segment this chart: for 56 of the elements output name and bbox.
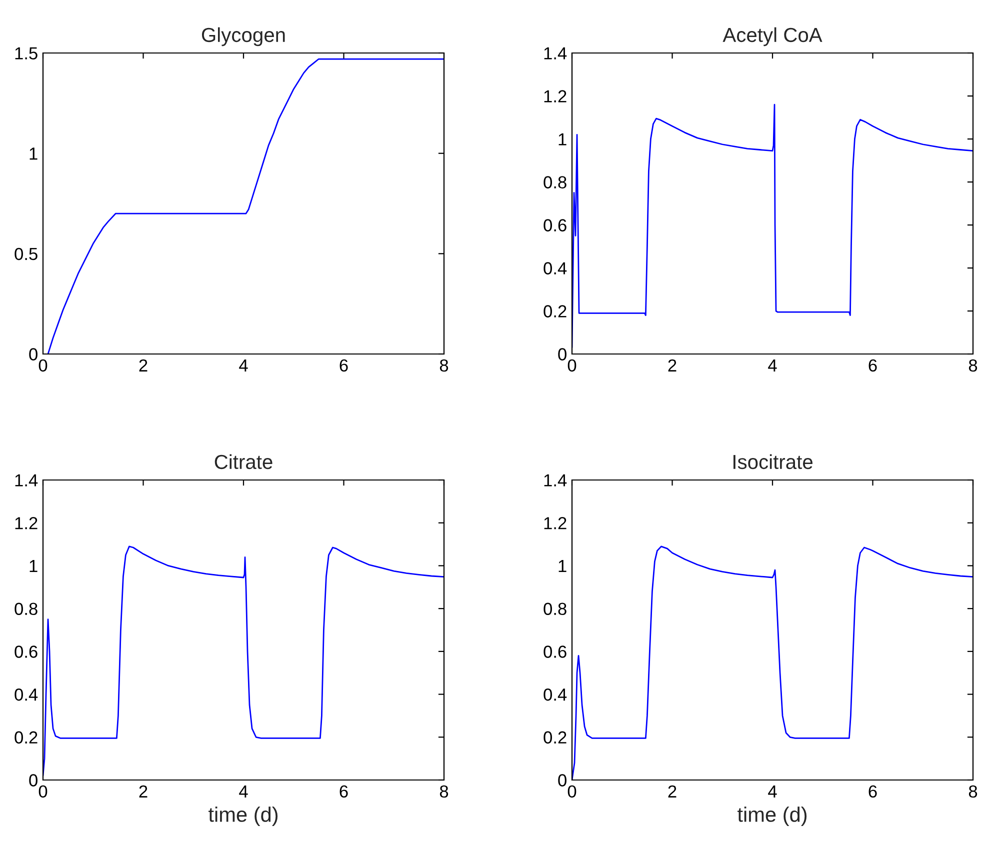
y-tick-label: 0.6 — [544, 219, 566, 232]
y-tick-label: 1.2 — [15, 517, 38, 530]
y-tick-label: 1.5 — [15, 47, 38, 60]
x-tick-label: 6 — [868, 359, 877, 372]
y-tick-label: 1.2 — [544, 517, 566, 530]
y-tick-label: 0.6 — [14, 646, 38, 658]
y-tick-label: 0.2 — [544, 731, 566, 744]
x-tick-label: 2 — [139, 359, 148, 372]
y-tick-label: 0.4 — [544, 688, 567, 701]
x-tick-label: 2 — [668, 785, 676, 798]
y-tick-label: 1 — [558, 133, 566, 146]
y-tick-label: 0.5 — [14, 248, 38, 260]
x-tick-label: 6 — [340, 359, 348, 372]
x-tick-label: 4 — [239, 786, 248, 798]
x-tick-label: 0 — [38, 785, 48, 798]
x-tick-label: 2 — [139, 785, 148, 798]
y-tick-label: 1.4 — [15, 474, 38, 486]
chart-title: Glycogen — [202, 27, 285, 46]
y-tick-label: 1 — [30, 148, 38, 160]
line-series — [43, 546, 444, 776]
chart-title: Acetyl CoA — [722, 27, 822, 46]
y-tick-label: 0 — [29, 348, 38, 360]
y-tick-label: 0.2 — [544, 305, 566, 318]
y-tick-label: 0.6 — [544, 646, 566, 658]
y-tick-label: 0.8 — [544, 602, 566, 616]
y-tick-label: 0.8 — [544, 176, 566, 188]
y-tick-label: 0.2 — [14, 731, 38, 744]
chart-title: Citrate — [214, 454, 272, 470]
x-tick-label: 0 — [568, 359, 576, 372]
y-tick-label: 0.4 — [14, 688, 38, 701]
y-tick-label: 0.4 — [544, 262, 567, 274]
y-tick-label: 0 — [29, 774, 38, 786]
x-tick-label: 6 — [340, 785, 348, 798]
x-tick-label: 8 — [968, 785, 978, 798]
x-tick-label: 0 — [568, 785, 576, 798]
y-tick-label: 0 — [558, 348, 566, 360]
y-tick-label: 1 — [30, 560, 38, 572]
x-tick-label: 8 — [968, 359, 978, 372]
x-axis-title: time (d) — [738, 806, 807, 826]
y-tick-label: 0 — [558, 774, 566, 786]
x-tick-label: 8 — [440, 785, 448, 798]
y-tick-label: 1 — [558, 560, 566, 572]
y-tick-label: 1.4 — [544, 47, 567, 60]
y-tick-label: 0.8 — [14, 602, 38, 616]
x-tick-label: 4 — [239, 360, 248, 372]
x-tick-label: 6 — [868, 785, 877, 798]
x-tick-label: 0 — [38, 359, 48, 372]
y-tick-label: 1.4 — [544, 474, 567, 486]
y-tick-label: 1.2 — [544, 90, 566, 102]
x-tick-label: 8 — [440, 359, 448, 372]
x-tick-label: 4 — [768, 786, 777, 798]
chart-title: Isocitrate — [734, 454, 812, 470]
line-series — [47, 58, 444, 354]
x-tick-label: 4 — [768, 360, 777, 372]
x-tick-label: 2 — [668, 359, 676, 372]
x-axis-title: time (d) — [208, 806, 278, 826]
